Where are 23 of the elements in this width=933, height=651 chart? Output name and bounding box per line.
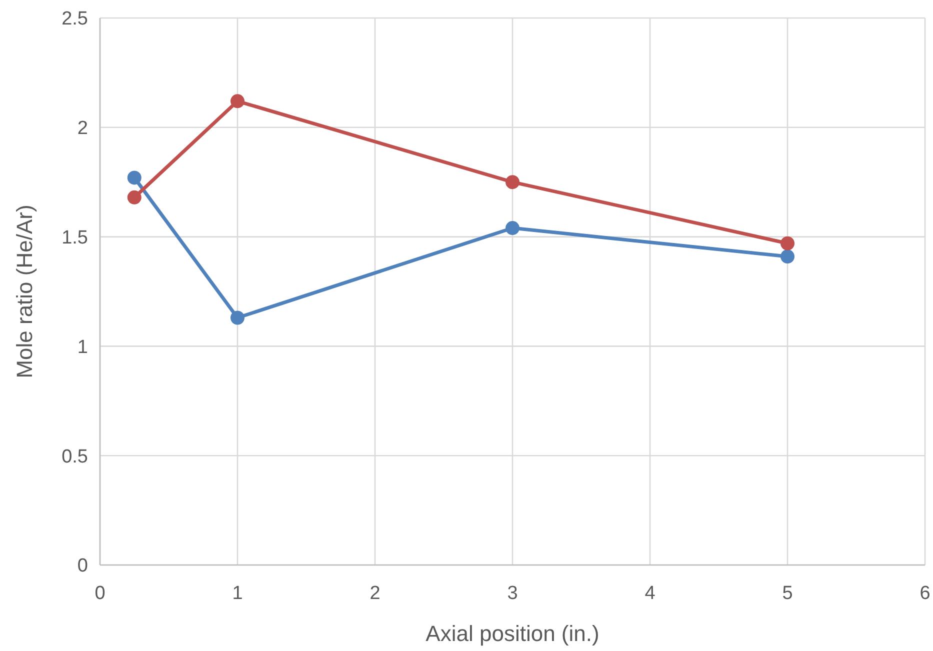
point	[127, 190, 142, 204]
x-tick-label: 5	[782, 583, 793, 604]
y-axis-title: Mole ratio (He/Ar)	[12, 204, 37, 378]
y-tick-label: 0.5	[62, 446, 88, 468]
y-tick-label: 1.5	[62, 227, 88, 248]
y-tick-label: 1	[77, 336, 88, 358]
y-tick-label: 0	[77, 556, 88, 577]
y-tick-label: 2	[77, 118, 88, 140]
point	[230, 94, 244, 108]
x-tick-label: 6	[920, 583, 930, 604]
point	[506, 221, 520, 236]
x-tick-label: 4	[644, 583, 656, 604]
point	[230, 310, 244, 325]
y-tick-label: 2.5	[62, 8, 88, 30]
point	[780, 249, 794, 264]
point	[506, 175, 520, 190]
point	[127, 170, 142, 185]
x-axis-title: Axial position (in.)	[426, 621, 600, 646]
x-tick-label: 2	[370, 583, 380, 604]
x-tick-label: 0	[94, 583, 106, 604]
point	[780, 236, 794, 250]
x-tick-label: 3	[507, 583, 518, 604]
x-tick-label: 1	[232, 583, 243, 604]
